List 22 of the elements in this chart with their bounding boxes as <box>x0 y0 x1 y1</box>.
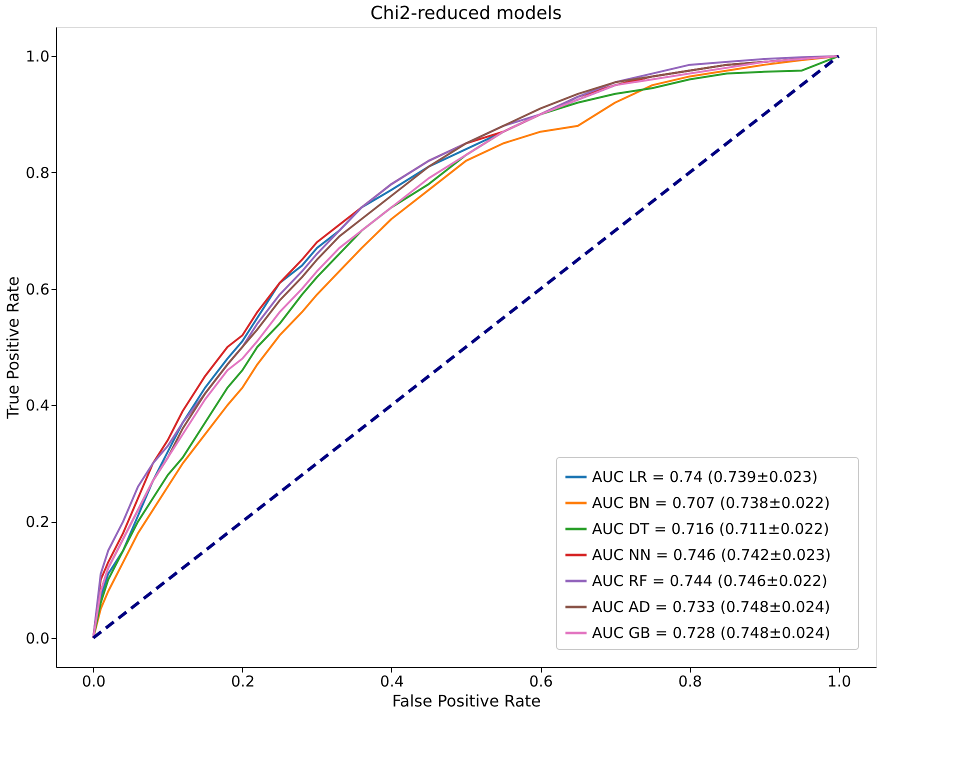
legend-label: AUC GB = 0.728 (0.748±0.024) <box>592 624 830 642</box>
legend-label: AUC RF = 0.744 (0.746±0.022) <box>592 572 828 590</box>
x-tick-label: 0.2 <box>230 672 255 690</box>
y-tick-label: 0.6 <box>26 280 50 298</box>
legend-label: AUC AD = 0.733 (0.748±0.024) <box>592 598 830 616</box>
y-tick-label: 0.8 <box>26 164 50 182</box>
legend-label: AUC LR = 0.74 (0.739±0.023) <box>592 468 818 486</box>
legend-label: AUC NN = 0.746 (0.742±0.023) <box>592 546 831 564</box>
x-tick-label: 0.8 <box>678 672 702 690</box>
y-tick-label: 1.0 <box>26 48 50 66</box>
y-tick-label: 0.0 <box>26 629 50 648</box>
y-tick-label: 0.2 <box>26 513 50 532</box>
x-axis-title: False Positive Rate <box>392 692 541 710</box>
x-tick-label: 1.0 <box>827 672 852 690</box>
legend-label: AUC DT = 0.716 (0.711±0.022) <box>592 520 830 538</box>
x-tick-label: 0.0 <box>82 672 106 690</box>
x-tick-label: 0.4 <box>380 672 404 690</box>
x-tick-label: 0.6 <box>529 672 553 690</box>
y-axis-title: True Positive Rate <box>4 276 23 420</box>
legend-label: AUC BN = 0.707 (0.738±0.022) <box>592 494 830 512</box>
chart-title: Chi2-reduced models <box>370 3 562 24</box>
y-tick-label: 0.4 <box>26 396 50 415</box>
